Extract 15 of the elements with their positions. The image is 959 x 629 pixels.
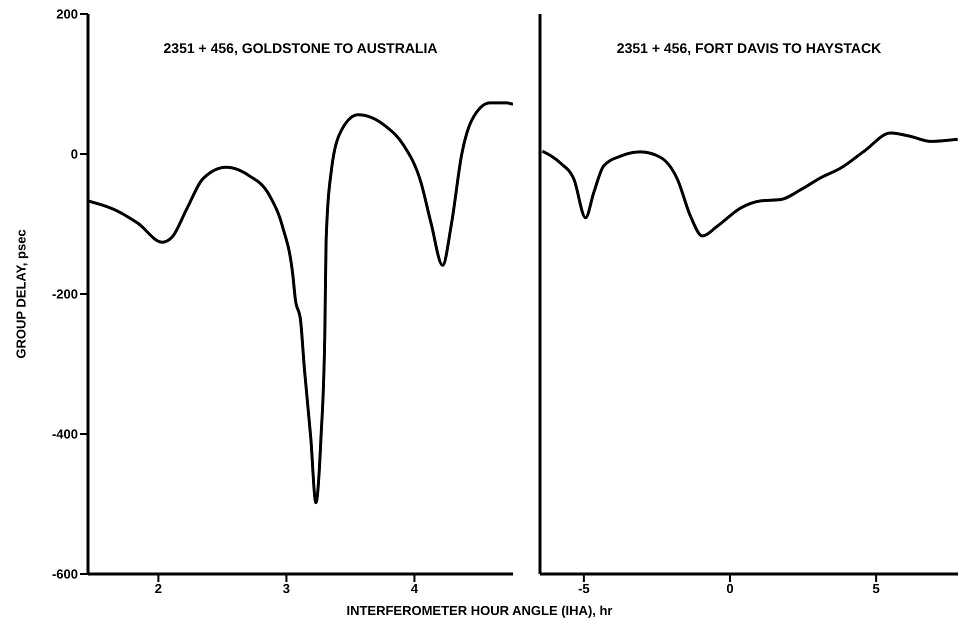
text: 2351 + 456, FORT DAVIS TO HAYSTACK (616, 40, 882, 56)
x-tick-label: 2 (154, 581, 162, 596)
y-axis-title: GROUP DELAY, psec (14, 229, 28, 359)
y-tick-label: 200 (56, 6, 78, 22)
y-tick-label: -400 (52, 426, 78, 442)
x-tick-label: -5 (578, 581, 590, 596)
x-tick-label: 0 (726, 581, 734, 596)
x-tick-label: 4 (410, 581, 419, 596)
x-axis-title: INTERFEROMETER HOUR ANGLE (IHA), hr (345, 603, 614, 618)
x-tick-label: 5 (872, 581, 880, 596)
y-tick-label: -200 (52, 286, 78, 302)
x-tick-label: 3 (282, 581, 290, 596)
y-tick-label: -600 (52, 566, 78, 582)
y-tick-label: 0 (70, 146, 78, 162)
text: 2351 + 456, GOLDSTONE TO AUSTRALIA (162, 40, 438, 56)
